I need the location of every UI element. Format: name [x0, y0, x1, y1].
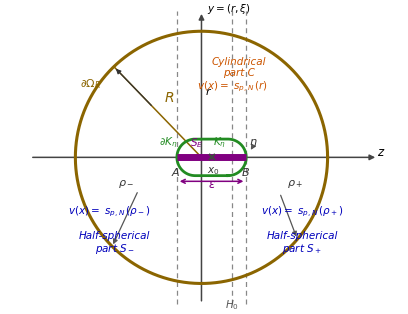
- Text: $\rho_+$: $\rho_+$: [287, 178, 303, 190]
- Text: part $S_+$: part $S_+$: [282, 242, 322, 257]
- Text: $K_\eta$: $K_\eta$: [213, 136, 226, 150]
- Text: part $S_-$: part $S_-$: [95, 242, 134, 257]
- Text: $R$: $R$: [164, 91, 174, 105]
- Text: $H_0$: $H_0$: [225, 298, 239, 312]
- Text: $z$: $z$: [377, 146, 385, 160]
- Text: Cylindrical: Cylindrical: [212, 57, 266, 67]
- Text: Half-spherical: Half-spherical: [79, 230, 150, 241]
- Text: $\eta$: $\eta$: [249, 137, 257, 149]
- Text: part C: part C: [223, 68, 255, 78]
- Text: $x_0$: $x_0$: [206, 165, 219, 177]
- Text: $r$: $r$: [205, 86, 213, 97]
- Text: $B$: $B$: [240, 165, 249, 177]
- Text: $\varepsilon$: $\varepsilon$: [208, 178, 215, 191]
- Text: $\rho_-$: $\rho_-$: [118, 178, 134, 190]
- Text: Half-spherical: Half-spherical: [267, 230, 338, 241]
- Text: $S_E$: $S_E$: [190, 136, 203, 150]
- Text: $v(x){=}\ s_{p,N}\,(\rho_+)$: $v(x){=}\ s_{p,N}\,(\rho_+)$: [261, 204, 344, 219]
- Text: $v(x){=}\ s_{p,N}\,(r)$: $v(x){=}\ s_{p,N}\,(r)$: [197, 79, 268, 94]
- Text: $y = (r, ξ)$: $y = (r, ξ)$: [206, 2, 250, 16]
- Text: $\partial\Omega_R$: $\partial\Omega_R$: [80, 77, 101, 91]
- Text: $A$: $A$: [171, 165, 180, 177]
- Text: $v(x){=}\ s_{p,N}\,(\rho_-)$: $v(x){=}\ s_{p,N}\,(\rho_-)$: [68, 204, 151, 219]
- Text: $\partial K_\eta$: $\partial K_\eta$: [159, 136, 177, 150]
